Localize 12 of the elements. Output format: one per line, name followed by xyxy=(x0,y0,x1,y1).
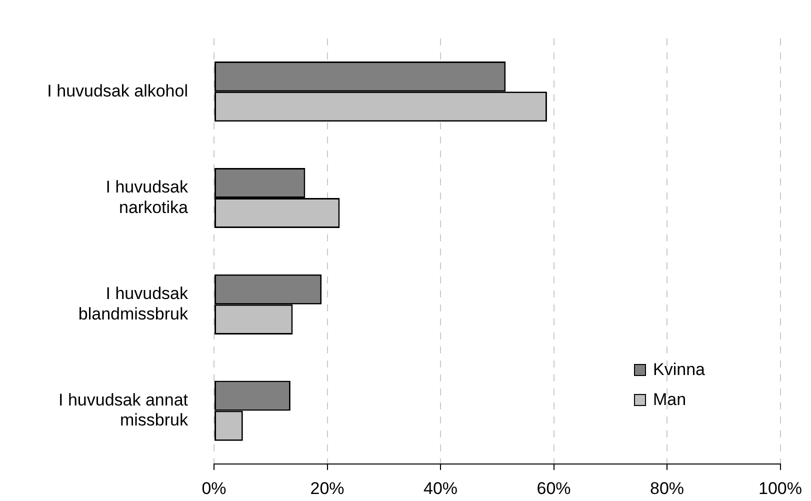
x-tick-label: 100% xyxy=(758,478,802,498)
x-tick-label: 60% xyxy=(536,478,571,498)
x-tick-label: 0% xyxy=(202,478,226,498)
y-tick-label: I huvudsak blandmissbruk xyxy=(78,284,188,324)
legend-label: Kvinna xyxy=(653,359,705,380)
y-tick-label: I huvudsak annat missbruk xyxy=(58,390,188,430)
x-tick-label: 20% xyxy=(310,478,344,498)
y-tick-label: I huvudsak alkohol xyxy=(47,81,188,100)
legend-label: Man xyxy=(653,389,686,410)
x-tick-label: 80% xyxy=(650,478,684,498)
y-tick-label: I huvudsak narkotika xyxy=(106,177,189,217)
x-tick-label: 40% xyxy=(423,478,458,498)
